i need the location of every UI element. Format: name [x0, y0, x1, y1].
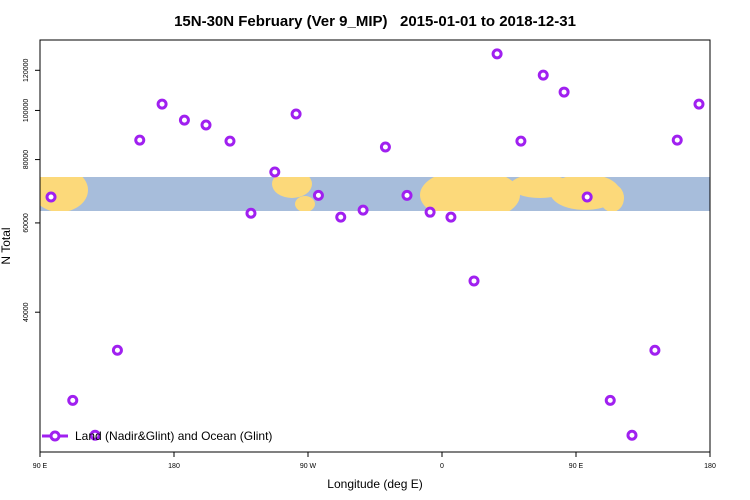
x-tick-label: 180 — [704, 463, 716, 470]
legend-label: Land (Nadir&Glint) and Ocean (Glint) — [75, 429, 272, 443]
x-tick-label: 90 E — [569, 463, 584, 470]
x-tick-label: 0 — [440, 463, 444, 470]
point — [693, 98, 705, 110]
y-axis-label: N Total — [0, 227, 13, 264]
point — [445, 211, 457, 223]
y-tick-label: 40000 — [23, 302, 30, 322]
point — [245, 207, 257, 219]
point — [224, 135, 236, 147]
x-tick-label: 90 W — [300, 463, 317, 470]
point — [424, 206, 436, 218]
point — [581, 191, 593, 203]
point — [626, 429, 638, 441]
x-tick-label: 180 — [168, 463, 180, 470]
point — [649, 344, 661, 356]
point — [45, 191, 57, 203]
chart-title: 15N-30N February (Ver 9_MIP) 2015-01-01 … — [174, 13, 576, 30]
map-band — [40, 177, 710, 211]
point — [312, 189, 324, 201]
point — [604, 394, 616, 406]
point — [379, 141, 391, 153]
x-tick-label: 90 E — [33, 463, 48, 470]
point — [558, 86, 570, 98]
y-tick-label: 60000 — [23, 213, 30, 233]
point — [468, 275, 480, 287]
point — [515, 135, 527, 147]
point — [401, 189, 413, 201]
legend-marker — [49, 430, 61, 442]
point — [67, 394, 79, 406]
y-tick-label: 100000 — [23, 99, 30, 122]
point — [671, 134, 683, 146]
point — [111, 344, 123, 356]
y-tick-label: 80000 — [23, 150, 30, 170]
point — [491, 48, 503, 60]
point — [156, 98, 168, 110]
point — [89, 429, 101, 441]
y-tick-label: 120000 — [23, 59, 30, 82]
plot-frame — [39, 39, 711, 453]
point — [357, 204, 369, 216]
point — [269, 166, 281, 178]
point — [335, 211, 347, 223]
point — [134, 134, 146, 146]
point — [178, 114, 190, 126]
x-axis-label: Longitude (deg E) — [327, 477, 422, 491]
point — [537, 69, 549, 81]
point — [290, 108, 302, 120]
point — [200, 119, 212, 131]
